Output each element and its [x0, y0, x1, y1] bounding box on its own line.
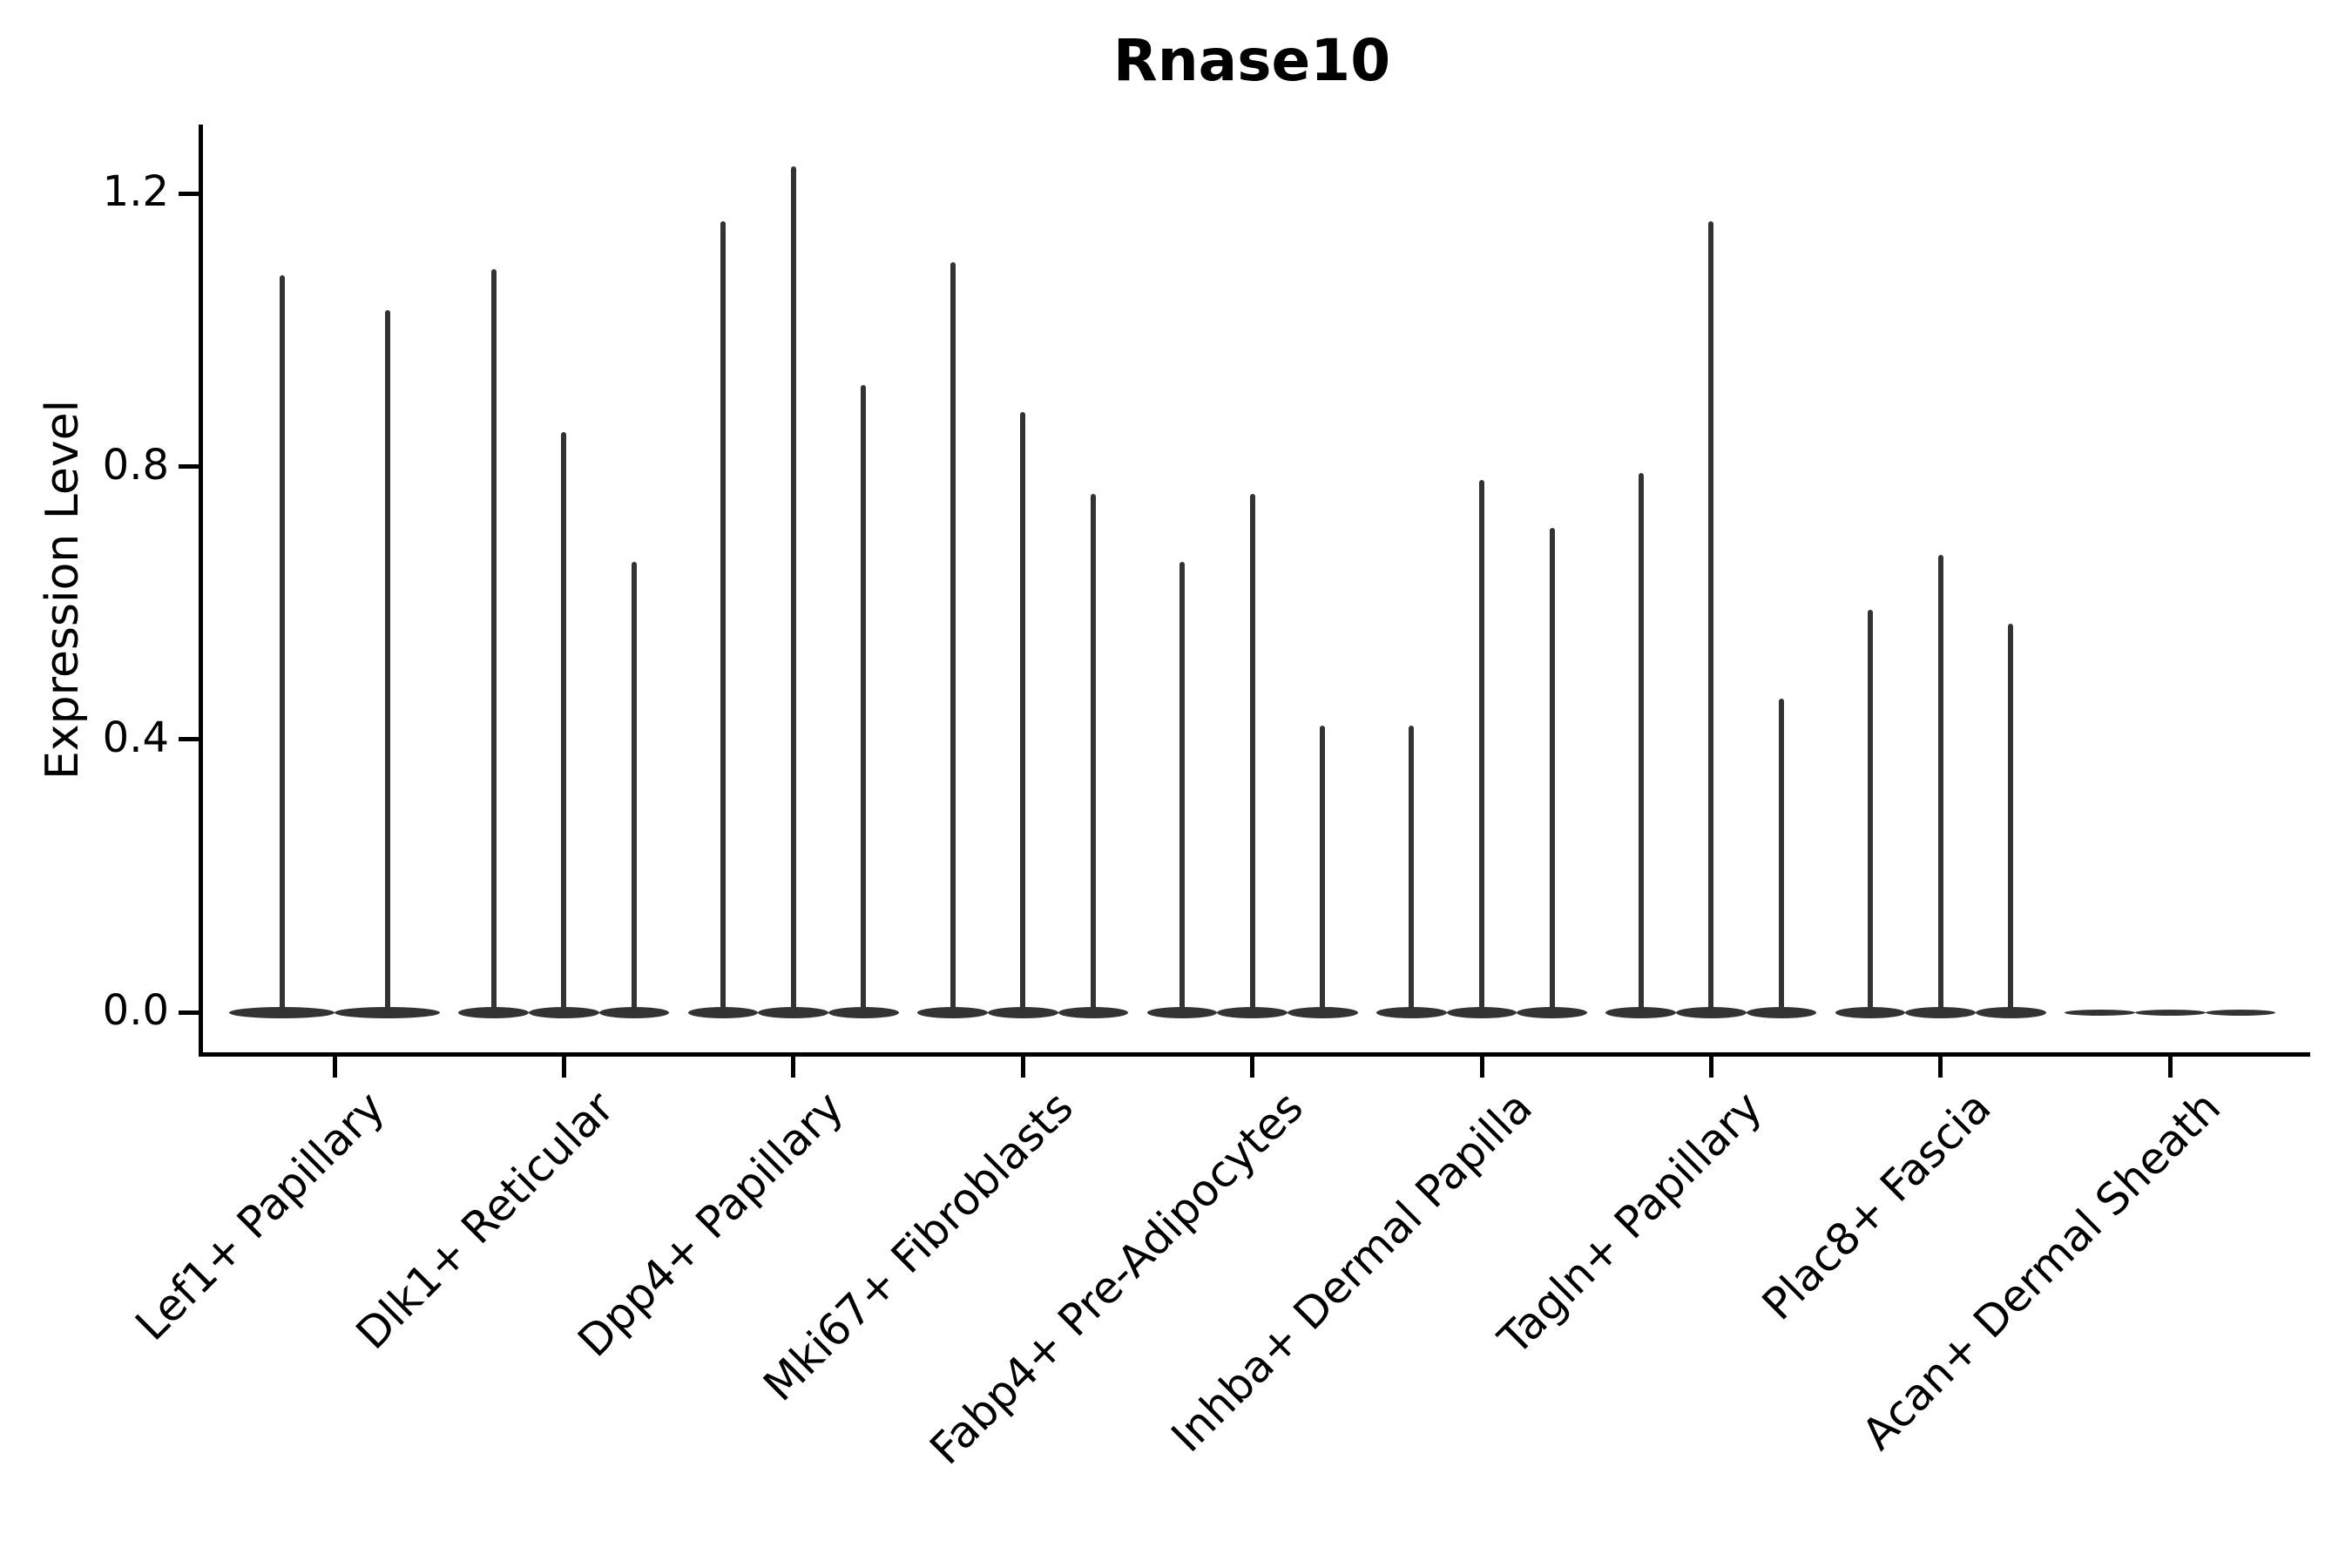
x-tick-mark — [1020, 1057, 1025, 1078]
violin-spike — [632, 562, 638, 1012]
violin-base — [1835, 1006, 1906, 1018]
violin-spike — [384, 309, 390, 1012]
y-tick-label: 0.0 — [102, 986, 169, 1036]
violin-spike — [561, 432, 567, 1012]
violin-spike — [720, 220, 727, 1012]
violin-spike — [1937, 555, 1943, 1012]
violin-spike — [1779, 698, 1785, 1012]
x-tick-mark — [791, 1057, 796, 1078]
violin-base — [1905, 1006, 1977, 1018]
violin-base — [2134, 1009, 2206, 1016]
y-tick-label: 0.4 — [102, 713, 169, 762]
violin-base — [458, 1006, 530, 1018]
x-tick-mark — [561, 1057, 566, 1078]
violin-spike — [279, 275, 285, 1012]
chart-title: Rnase10 — [1112, 27, 1391, 94]
violin-spike — [950, 261, 956, 1012]
violin-base — [1976, 1006, 2046, 1018]
x-tick-mark — [1938, 1057, 1943, 1078]
violin-spike — [790, 166, 796, 1012]
violin-spike — [1638, 473, 1644, 1012]
violin-base — [687, 1006, 759, 1018]
y-axis-spine — [199, 125, 203, 1057]
violin-base — [2205, 1009, 2276, 1016]
violin-base — [1287, 1006, 1358, 1018]
violin-spike — [2008, 623, 2014, 1012]
violin-base — [917, 1006, 988, 1018]
violin-spike — [1549, 528, 1555, 1012]
x-tick-mark — [332, 1057, 337, 1078]
violin-base — [1605, 1006, 1677, 1018]
violin-base — [828, 1006, 899, 1018]
violin-spike — [1249, 493, 1255, 1012]
x-tick-mark — [1479, 1057, 1484, 1078]
violin-base — [529, 1006, 599, 1018]
violin-spike — [1320, 726, 1326, 1012]
y-axis-label: Expression Level — [37, 399, 89, 781]
violin-base — [1058, 1006, 1129, 1018]
violin-base — [1376, 1006, 1447, 1018]
violin-spike — [1409, 726, 1415, 1012]
violin-base — [1746, 1006, 1817, 1018]
x-axis-spine — [199, 1052, 2310, 1057]
violin-base — [1217, 1006, 1288, 1018]
violin-base — [1676, 1006, 1747, 1018]
violin-base — [987, 1006, 1058, 1018]
violin-base — [1446, 1006, 1517, 1018]
violin-base — [1146, 1006, 1218, 1018]
y-tick-label: 1.2 — [102, 167, 169, 217]
violin-spike — [1020, 411, 1026, 1012]
violin-base — [758, 1006, 829, 1018]
violin-spike — [1708, 220, 1714, 1012]
violin-base — [335, 1006, 440, 1018]
violin-base — [2065, 1009, 2135, 1016]
violin-spike — [490, 268, 497, 1012]
violin-spike — [861, 384, 867, 1012]
violin-base — [229, 1006, 335, 1018]
x-tick-label: Lef1+ Papillary — [125, 1081, 395, 1350]
violin-spike — [1179, 562, 1185, 1012]
x-tick-label: Plac8+ Fascia — [1752, 1081, 2001, 1330]
y-tick-mark — [179, 464, 199, 470]
y-tick-label: 0.8 — [102, 440, 169, 490]
violin-base — [598, 1006, 670, 1018]
violin-spike — [1868, 610, 1874, 1012]
y-tick-mark — [179, 191, 199, 196]
x-tick-mark — [2167, 1057, 2173, 1078]
violin-base — [1517, 1006, 1587, 1018]
x-tick-mark — [1708, 1057, 1713, 1078]
x-tick-label: Fabp4+ Pre-Adipocytes — [919, 1081, 1313, 1475]
y-tick-mark — [179, 737, 199, 742]
violin-spike — [1479, 480, 1484, 1012]
x-tick-mark — [1250, 1057, 1255, 1078]
y-tick-mark — [179, 1010, 199, 1015]
violin-spike — [1090, 493, 1096, 1012]
